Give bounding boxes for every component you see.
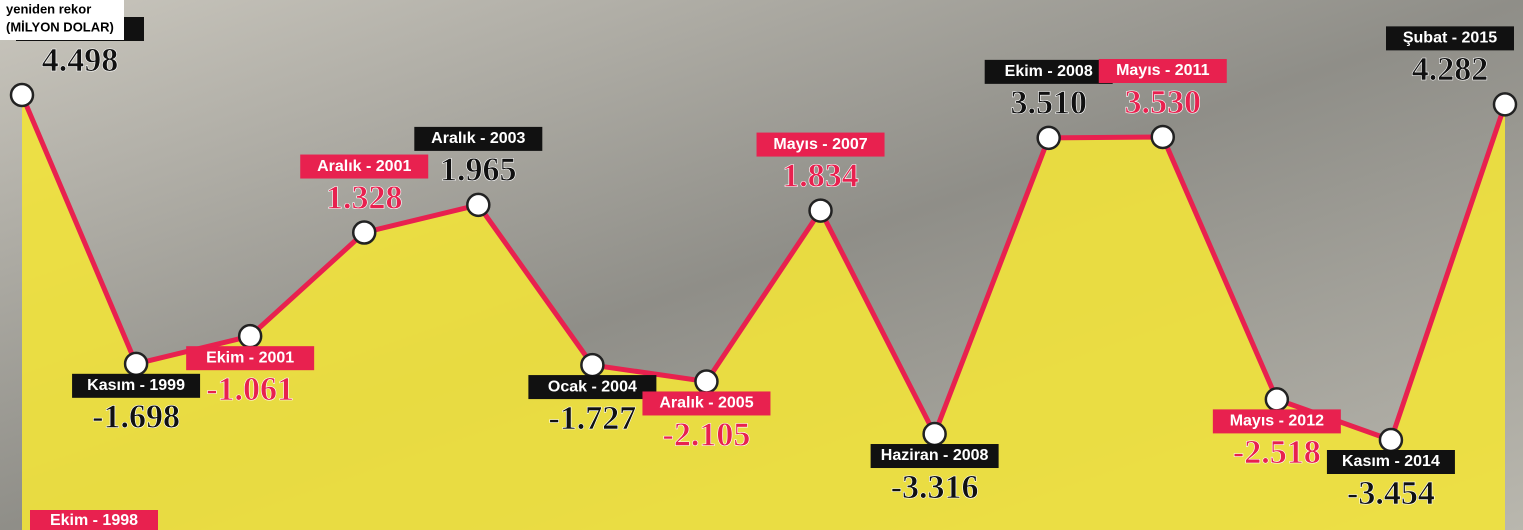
date-tag: Kasım - 2014 (1342, 453, 1440, 470)
subtitle: (MİLYON DOLAR) (6, 19, 114, 34)
date-tag: Ekim - 2008 (1005, 63, 1093, 80)
date-tag: Aralık - 2003 (431, 130, 525, 147)
value-label: 1.834 (782, 157, 859, 194)
title: yeniden rekor (6, 1, 91, 16)
point-marker (924, 423, 946, 445)
point-marker (1038, 127, 1060, 149)
date-tag: Mayıs - 2012 (1230, 413, 1324, 430)
point-marker (810, 200, 832, 222)
value-label: 4.282 (1412, 51, 1489, 88)
point-marker (1494, 93, 1516, 115)
value-label: 3.530 (1125, 84, 1202, 121)
chart: Eylül - 19984.498Kasım - 1999-1.698Ekim … (0, 0, 1523, 530)
point-marker (11, 84, 33, 106)
point-marker (581, 354, 603, 376)
value-label: -1.698 (92, 399, 180, 436)
value-label: -1.727 (548, 400, 636, 437)
value-label: -3.454 (1347, 475, 1435, 512)
value-label: -2.518 (1233, 434, 1321, 471)
footer-tag: Ekim - 1998 (50, 512, 138, 529)
point-marker (695, 370, 717, 392)
date-tag: Mayıs - 2007 (773, 136, 867, 153)
date-tag: Aralık - 2005 (659, 395, 753, 412)
value-label: 1.328 (326, 179, 403, 216)
date-tag: Ocak - 2004 (548, 378, 637, 395)
value-label: -2.105 (663, 416, 751, 453)
date-tag: Şubat - 2015 (1403, 30, 1497, 47)
value-label: -3.316 (891, 469, 979, 506)
point-marker (239, 325, 261, 347)
point-marker (1380, 429, 1402, 451)
date-tag: Haziran - 2008 (881, 447, 989, 464)
value-label: -1.061 (206, 371, 294, 408)
point-marker (353, 222, 375, 244)
value-label: 3.510 (1010, 85, 1087, 122)
date-tag: Ekim - 2001 (206, 349, 294, 366)
value-label: 1.965 (440, 152, 517, 189)
page: Eylül - 19984.498Kasım - 1999-1.698Ekim … (0, 0, 1523, 530)
point-marker (1266, 388, 1288, 410)
point-marker (467, 194, 489, 216)
date-tag: Mayıs - 2011 (1116, 62, 1210, 79)
date-tag: Kasım - 1999 (87, 377, 185, 394)
date-tag: Aralık - 2001 (317, 158, 411, 175)
point-marker (1152, 126, 1174, 148)
point-marker (125, 353, 147, 375)
value-label: 4.498 (42, 42, 119, 79)
